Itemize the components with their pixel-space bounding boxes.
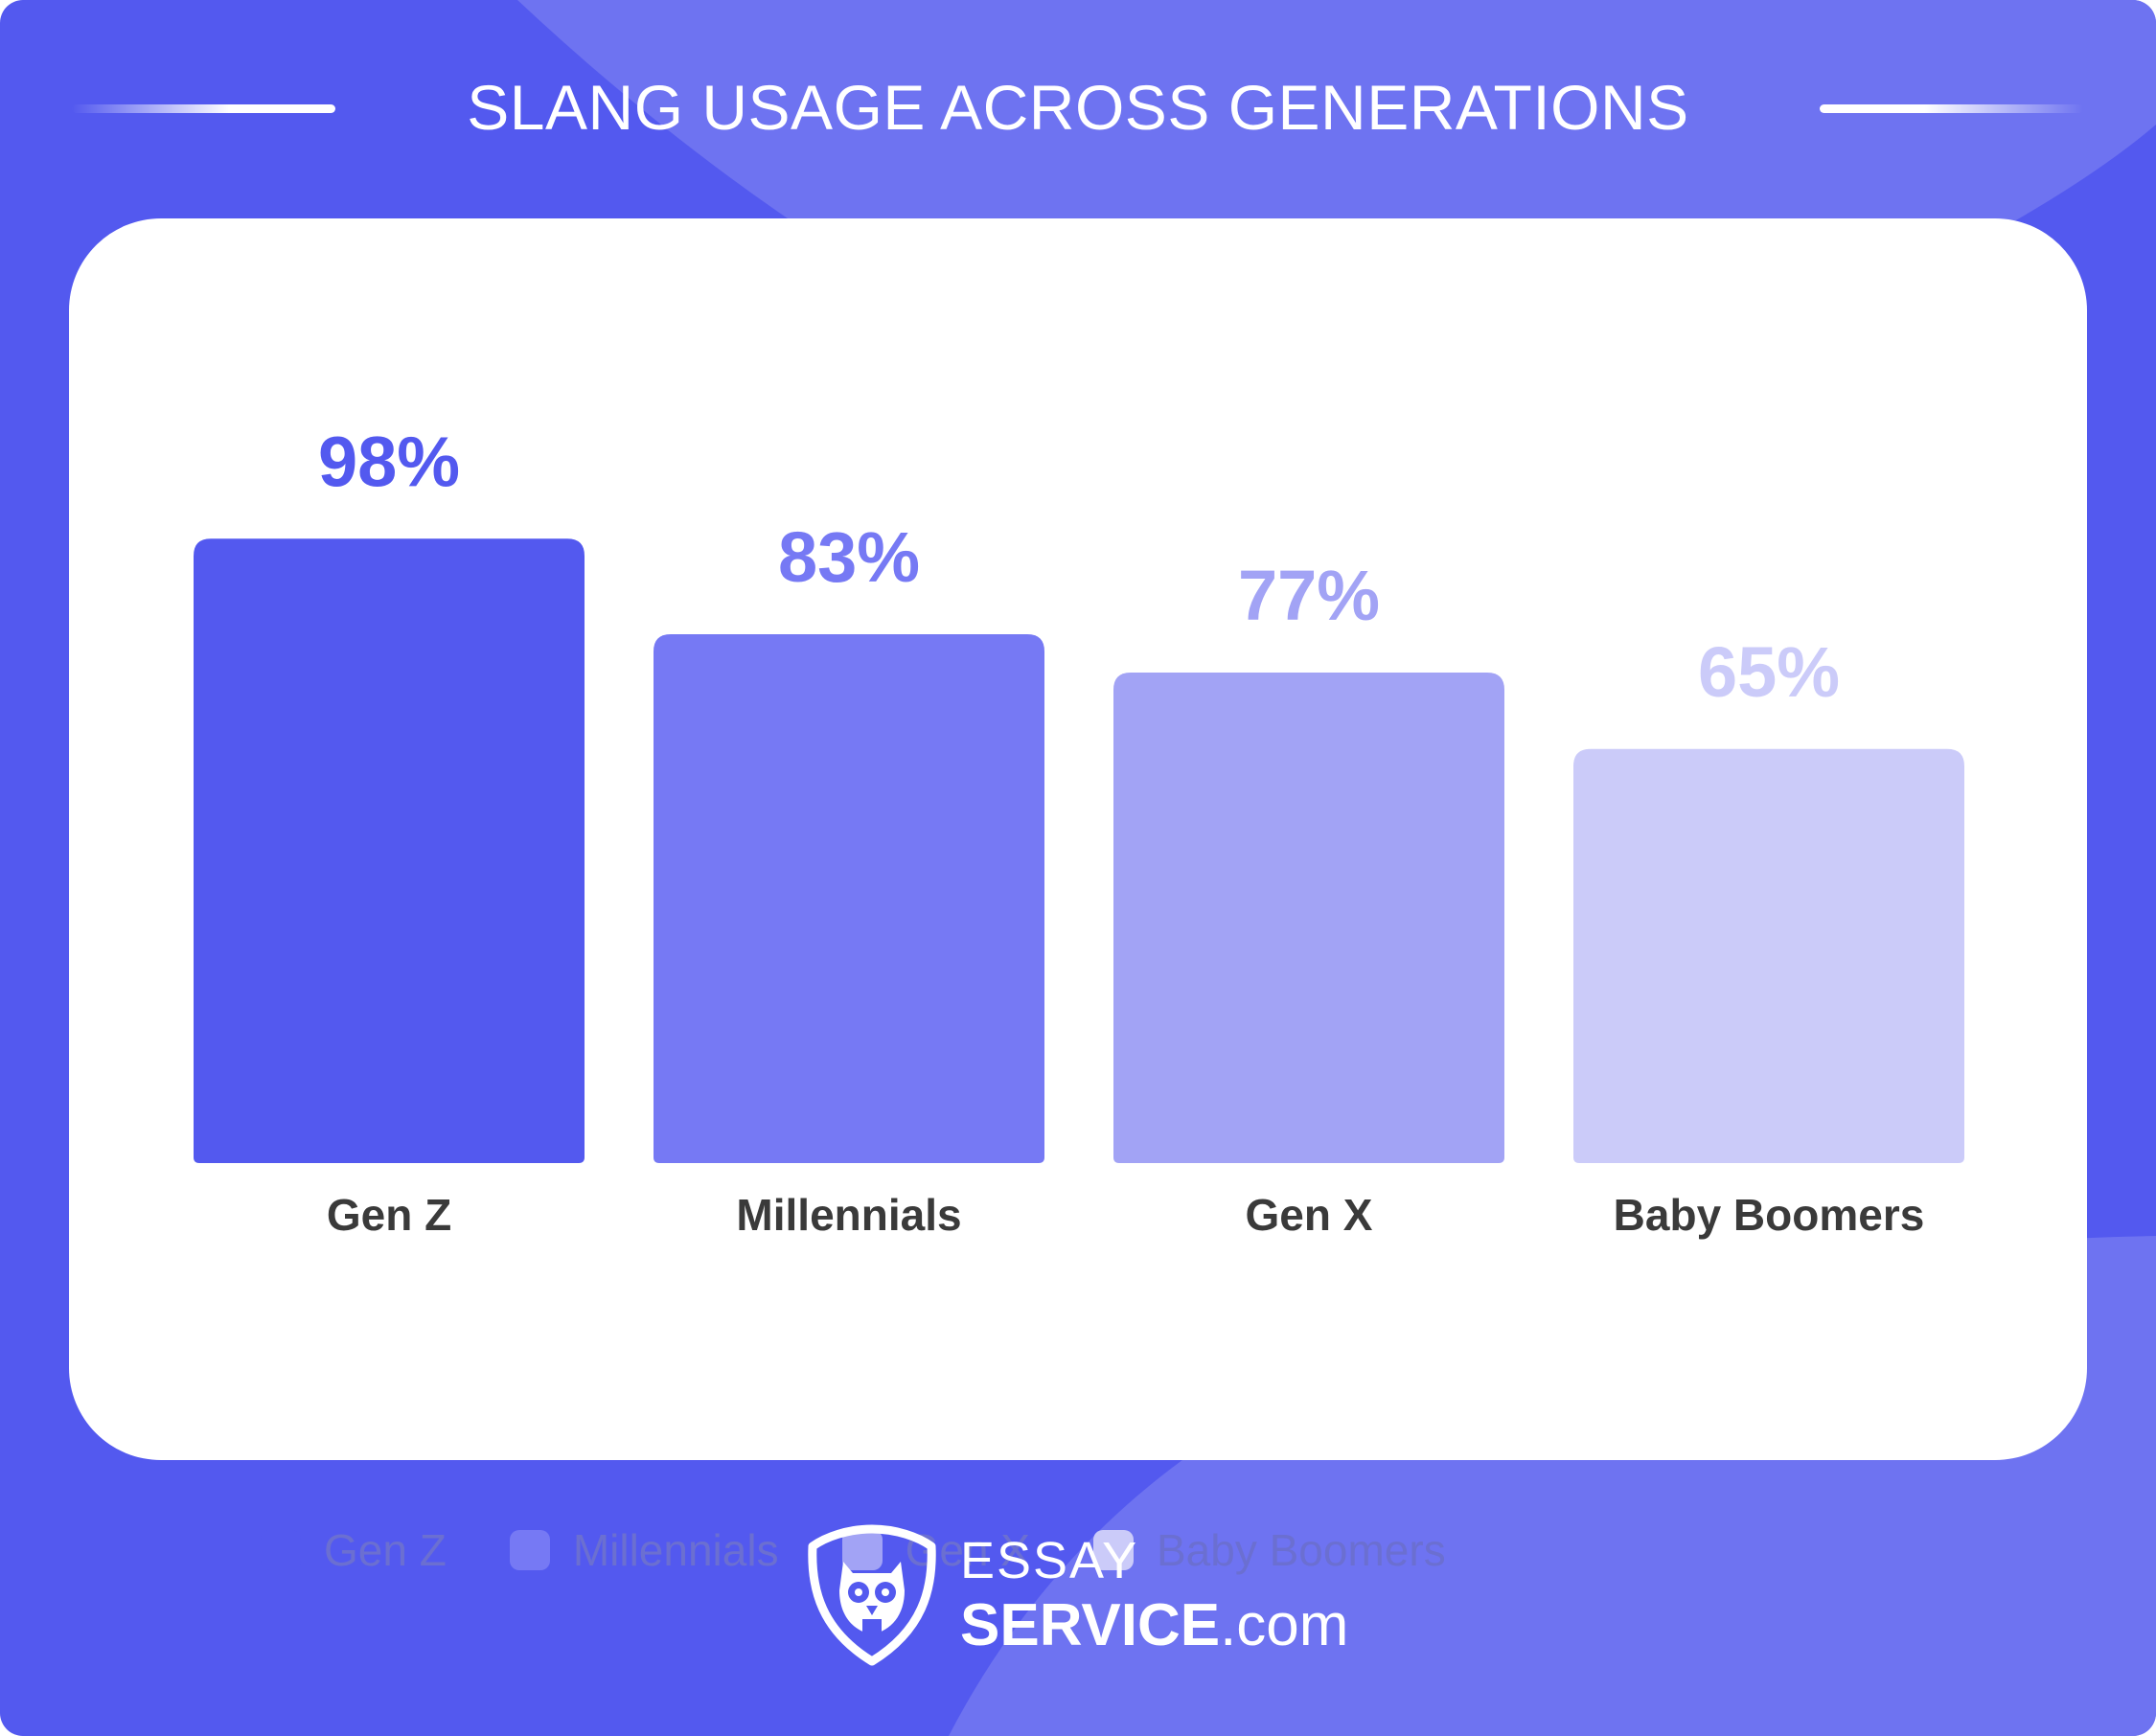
legend-label: Gen X [905,1525,1030,1575]
legend-swatch [509,1530,550,1570]
bar-millennials [654,634,1044,1163]
data-label-gen-x: 77% [1238,556,1380,635]
brand-line-2-suffix: .com [1220,1592,1349,1658]
legend-swatch [841,1530,883,1570]
legend-item-millennials: Millennials [509,1524,779,1576]
legend-label: Baby Boomers [1157,1525,1446,1575]
brand-line-1: ESSAY [960,1532,1139,1589]
chart-title: SLANG USAGE ACROSS GENERATIONS [467,72,1689,143]
brand-line-2-strong: SERVICE [960,1592,1221,1658]
legend-item-gen-z: Gen Z [261,1524,447,1576]
chart-legend: Gen Z Millennials Gen X Baby Boomers [261,1521,1509,1579]
data-label-millennials: 83% [778,517,920,597]
legend-item-gen-x: Gen X [841,1524,1030,1576]
bar-gen-x [1113,672,1504,1163]
legend-swatch [1093,1530,1134,1570]
owl-shield-icon [808,1524,936,1666]
data-label-baby-boomers: 65% [1698,632,1840,712]
brand-logo: ESSAY SERVICE.com [805,1523,1348,1667]
x-tick-label-gen-x: Gen X [1246,1190,1373,1240]
brand-wordmark: ESSAY SERVICE.com [960,1535,1348,1656]
brand-line-2: SERVICE.com [960,1596,1348,1656]
bar-gen-z [194,538,585,1163]
title-decoration-left [72,104,335,113]
legend-swatch [261,1530,301,1570]
chart-card: 98% Gen Z 83% Millennials 77% Gen X 65% Baby Bo… [69,218,2087,1575]
legend-label: Millennials [572,1525,779,1575]
bar-baby-boomers [1573,748,1964,1163]
legend-label: Gen Z [324,1525,447,1575]
data-label-gen-z: 98% [318,422,460,501]
x-tick-label-baby-boomers: Baby Boomers [1614,1190,1925,1240]
legend-item-baby-boomers: Baby Boomers [1093,1524,1446,1576]
title-decoration-right [1820,104,2083,113]
x-tick-label-millennials: Millennials [736,1190,961,1240]
x-tick-label-gen-z: Gen Z [327,1190,451,1240]
bar-chart: 98% Gen Z 83% Millennials 77% Gen X 65% Baby Bo… [194,422,1964,1240]
